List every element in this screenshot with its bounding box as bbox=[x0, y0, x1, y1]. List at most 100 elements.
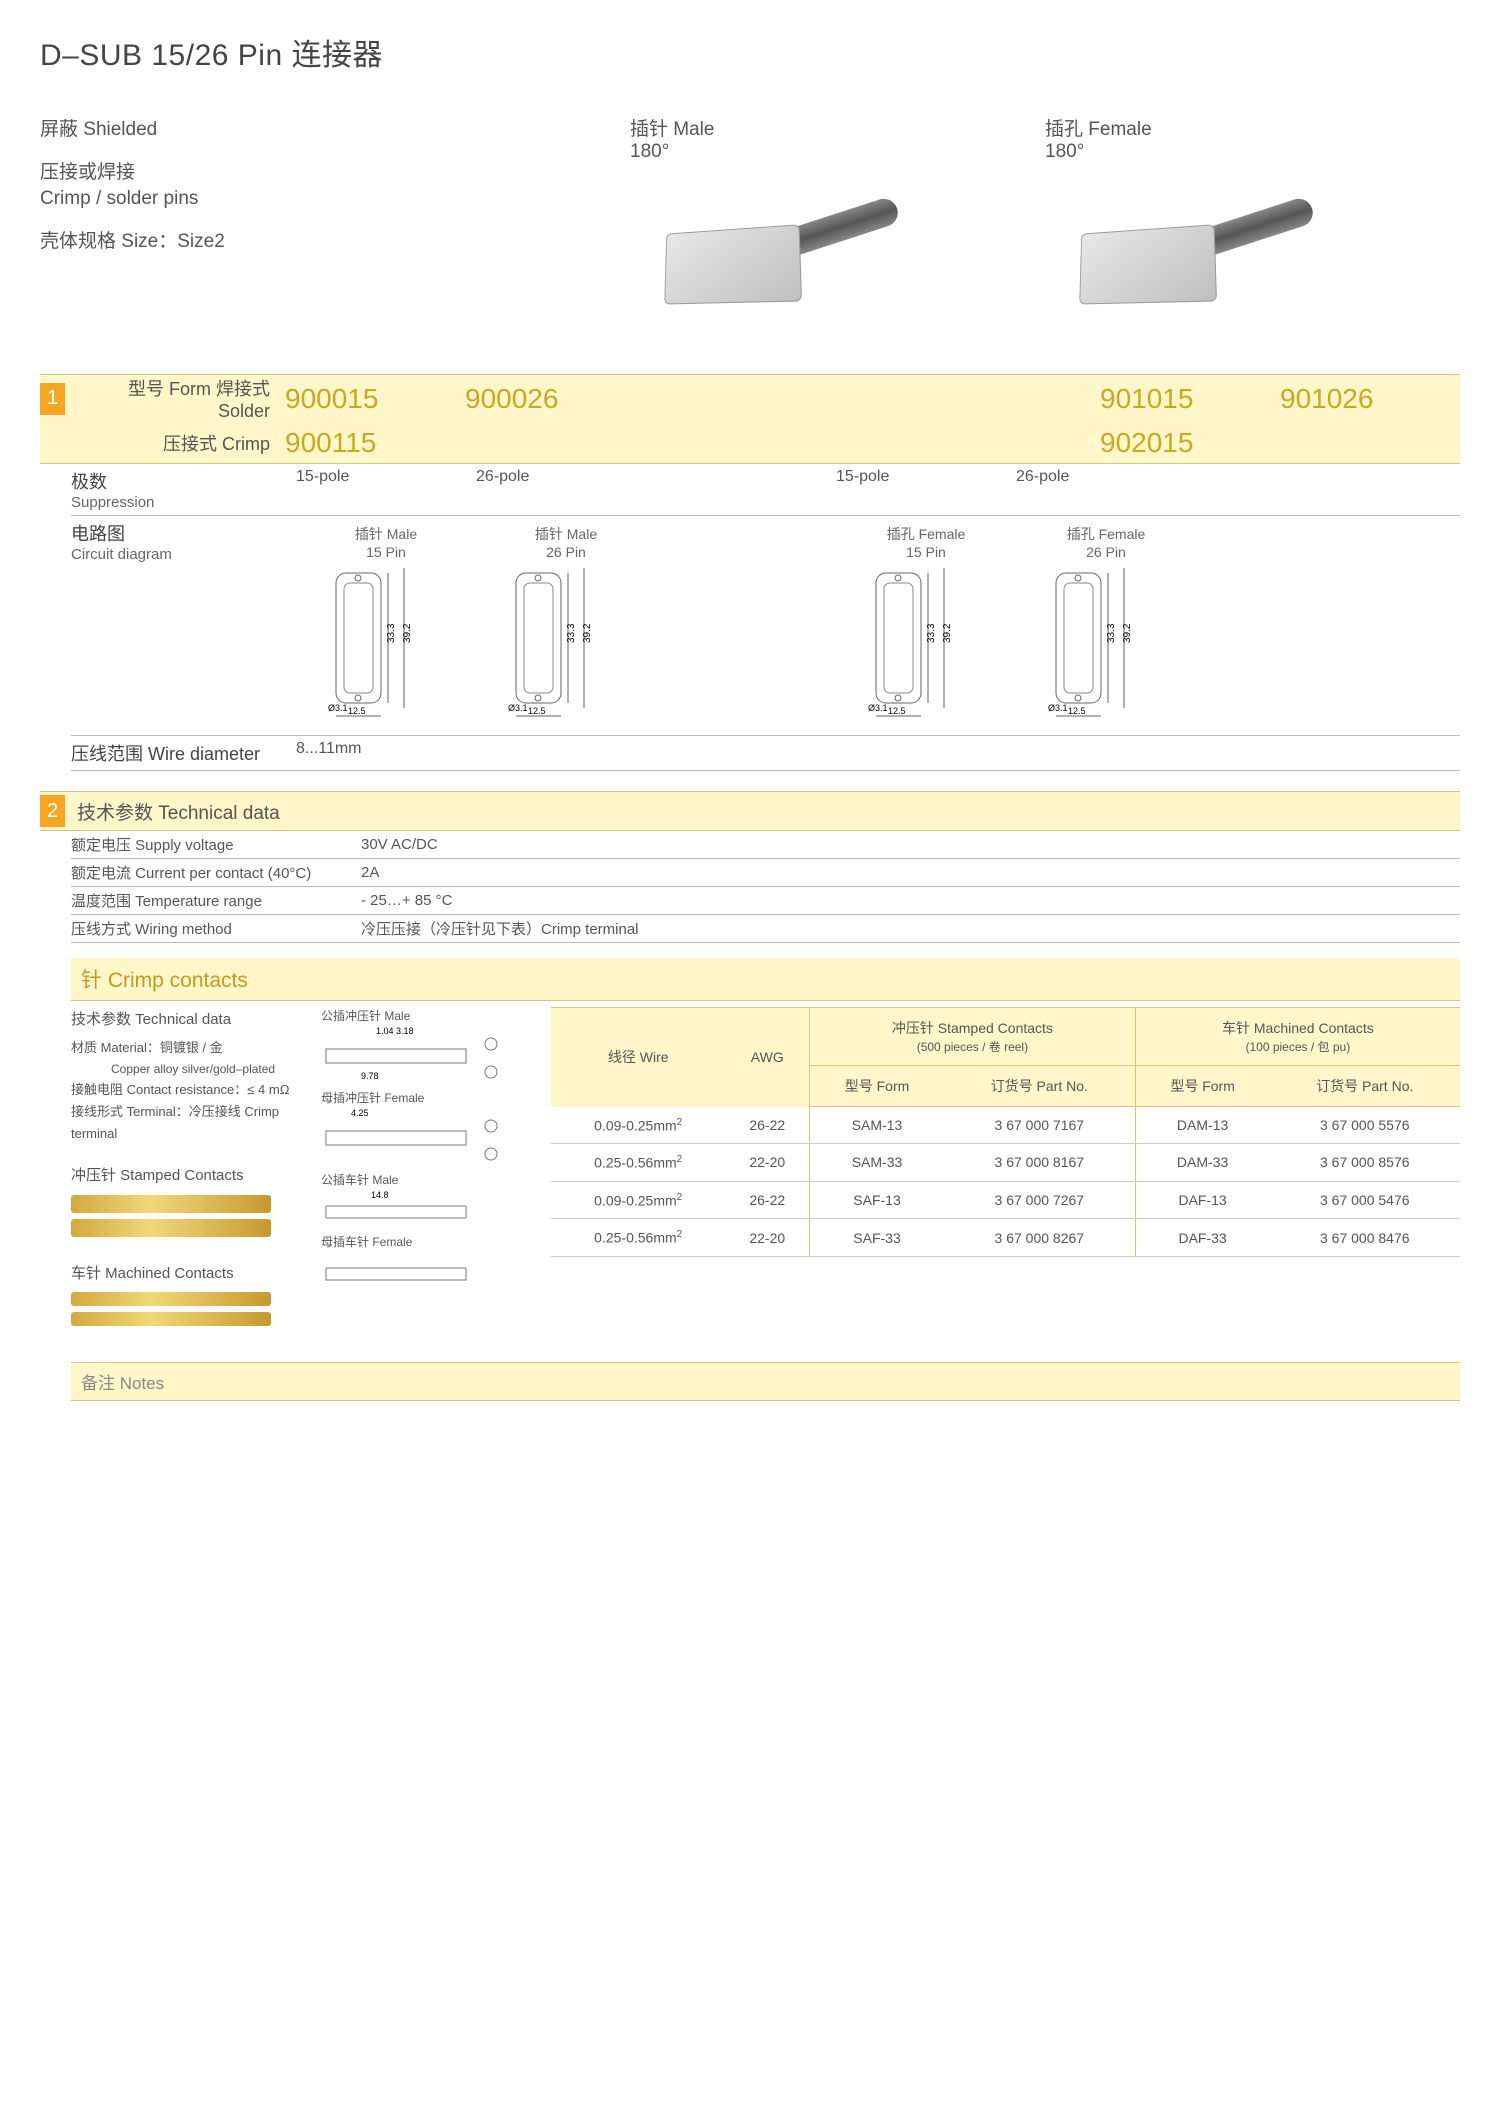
tech-row-1: 额定电流 Current per contact (40°C) 2A bbox=[71, 859, 1460, 887]
th-stamped: 冲压针 Stamped Contacts bbox=[816, 1018, 1129, 1038]
crimp-drawings-column: 公插冲压针 Male 1.04 3.189.78 母插冲压针 Female 4.… bbox=[321, 1007, 541, 1332]
svg-text:Ø3.1: Ø3.1 bbox=[1048, 703, 1068, 713]
cell-wire: 0.25-0.56mm2 bbox=[551, 1219, 725, 1257]
th-stamped-group: 冲压针 Stamped Contacts (500 pieces / 卷 ree… bbox=[810, 1008, 1136, 1066]
circuit-row: 电路图 Circuit diagram 插针 Male 15 Pin 33.3 … bbox=[71, 516, 1460, 736]
crimp-pn-3 bbox=[1280, 441, 1460, 445]
svg-text:12.5: 12.5 bbox=[528, 706, 546, 716]
circuit-diagram-3: 插孔 Female 26 Pin 33.3 39.2 Ø3.1 12.5 bbox=[1016, 520, 1196, 722]
contacts-row: 0.25-0.56mm222-20SAM-333 67 000 8167DAM-… bbox=[551, 1144, 1460, 1182]
svg-text:12.5: 12.5 bbox=[888, 706, 906, 716]
svg-text:14.8: 14.8 bbox=[371, 1190, 389, 1200]
page-title: D–SUB 15/26 Pin 连接器 bbox=[40, 30, 1460, 74]
suppression-2: 15-pole bbox=[836, 468, 1016, 486]
th-partno-2: 订货号 Part No. bbox=[1270, 1066, 1460, 1107]
th-form-2: 型号 Form bbox=[1135, 1066, 1269, 1107]
tech-value-1: 2A bbox=[361, 864, 1460, 881]
tech-label-0: 额定电压 Supply voltage bbox=[71, 834, 361, 855]
stamped-contact-img-1 bbox=[71, 1195, 271, 1213]
th-wire: 线径 Wire bbox=[551, 1008, 725, 1107]
wire-dia-label: 压线范围 Wire diameter bbox=[71, 740, 296, 766]
attr-crimp-en: Crimp / solder pins bbox=[40, 188, 265, 210]
diagram-0-subtitle: 15 Pin bbox=[296, 544, 476, 560]
solder-pn-0: 900015 bbox=[285, 381, 465, 417]
cell-awg: 22-20 bbox=[725, 1219, 809, 1257]
diagram-3-subtitle: 26 Pin bbox=[1016, 544, 1196, 560]
svg-text:Ø3.1: Ø3.1 bbox=[508, 703, 528, 713]
drawing-1-svg: 4.25 bbox=[321, 1106, 521, 1171]
drawing-1-label: 母插冲压针 Female bbox=[321, 1089, 541, 1106]
tech-label-3: 压线方式 Wiring method bbox=[71, 918, 361, 939]
section-2-header: 2 技术参数 Technical data bbox=[40, 791, 1460, 831]
tech-label-1: 额定电流 Current per contact (40°C) bbox=[71, 862, 361, 883]
cell-stamped-partno: 3 67 000 7167 bbox=[944, 1107, 1135, 1144]
cell-machined-partno: 3 67 000 5476 bbox=[1270, 1181, 1460, 1219]
diagram-1-subtitle: 26 Pin bbox=[476, 544, 656, 560]
form-crimp-label: 压接式 Crimp bbox=[163, 430, 270, 456]
cell-wire: 0.25-0.56mm2 bbox=[551, 1144, 725, 1182]
technical-data-table: 额定电压 Supply voltage 30V AC/DC 额定电流 Curre… bbox=[71, 831, 1460, 943]
cell-machined-form: DAM-33 bbox=[1135, 1144, 1269, 1182]
section-2-title: 技术参数 Technical data bbox=[71, 798, 280, 825]
cell-stamped-partno: 3 67 000 8267 bbox=[944, 1219, 1135, 1257]
contacts-row: 0.09-0.25mm226-22SAF-133 67 000 7267DAF-… bbox=[551, 1181, 1460, 1219]
female-angle: 180° bbox=[1045, 141, 1460, 163]
wire-diameter-row: 压线范围 Wire diameter 8...11mm bbox=[71, 736, 1460, 771]
tech-value-3: 冷压压接（冷压针见下表）Crimp terminal bbox=[361, 918, 1460, 939]
svg-text:Ø3.1: Ø3.1 bbox=[868, 703, 888, 713]
cell-awg: 22-20 bbox=[725, 1144, 809, 1182]
male-column: 插针 Male 180° bbox=[630, 114, 1045, 364]
crimp-pn-1 bbox=[465, 441, 645, 445]
tech-value-0: 30V AC/DC bbox=[361, 836, 1460, 853]
th-awg: AWG bbox=[725, 1008, 809, 1107]
crimp-resistance: 接触电阻 Contact resistance：≤ 4 mΩ bbox=[71, 1079, 311, 1101]
tech-row-0: 额定电压 Supply voltage 30V AC/DC bbox=[71, 831, 1460, 859]
drawing-3-svg bbox=[321, 1250, 521, 1295]
diagram-2-svg: 33.3 39.2 Ø3.1 12.5 bbox=[866, 568, 986, 718]
cell-machined-partno: 3 67 000 5576 bbox=[1270, 1107, 1460, 1144]
crimp-tech-title: 技术参数 Technical data bbox=[71, 1007, 311, 1033]
attr-size: 壳体规格 Size：Size2 bbox=[40, 226, 265, 253]
circuit-label-cn: 电路图 bbox=[71, 520, 296, 546]
drawing-0-svg: 1.04 3.189.78 bbox=[321, 1024, 521, 1089]
tech-value-2: - 25…+ 85 °C bbox=[361, 892, 1460, 909]
crimp-terminal: 接线形式 Terminal：冷压接线 Crimp terminal bbox=[71, 1101, 311, 1145]
cell-stamped-form: SAM-33 bbox=[810, 1144, 944, 1182]
machined-contact-img-1 bbox=[71, 1292, 271, 1306]
svg-text:33.3: 33.3 bbox=[926, 623, 937, 643]
cell-stamped-form: SAF-33 bbox=[810, 1219, 944, 1257]
tech-row-2: 温度范围 Temperature range - 25…+ 85 °C bbox=[71, 887, 1460, 915]
suppression-0: 15-pole bbox=[296, 468, 476, 486]
diagram-3-title: 插孔 Female bbox=[1016, 524, 1196, 544]
cell-stamped-form: SAM-13 bbox=[810, 1107, 944, 1144]
cell-awg: 26-22 bbox=[725, 1107, 809, 1144]
diagram-0-svg: 33.3 39.2 Ø3.1 12.5 bbox=[326, 568, 446, 718]
male-label: 插针 Male bbox=[630, 114, 1045, 141]
solder-pn-1: 900026 bbox=[465, 381, 645, 417]
machined-contact-img-2 bbox=[71, 1312, 271, 1326]
crimp-contacts-body: 技术参数 Technical data 材质 Material：铜镀银 / 金 … bbox=[71, 1007, 1460, 1332]
machined-contacts-label: 车针 Machined Contacts bbox=[71, 1261, 311, 1287]
cell-stamped-partno: 3 67 000 8167 bbox=[944, 1144, 1135, 1182]
male-connector-image bbox=[630, 178, 890, 348]
crimp-material: 材质 Material：铜镀银 / 金 bbox=[71, 1037, 311, 1059]
contacts-row: 0.25-0.56mm222-20SAF-333 67 000 8267DAF-… bbox=[551, 1219, 1460, 1257]
diagram-2-title: 插孔 Female bbox=[836, 524, 1016, 544]
th-machined-sub: (100 pieces / 包 pu) bbox=[1142, 1038, 1454, 1055]
cell-stamped-partno: 3 67 000 7267 bbox=[944, 1181, 1135, 1219]
svg-text:4.25: 4.25 bbox=[351, 1108, 369, 1118]
notes-bar: 备注 Notes bbox=[71, 1362, 1460, 1401]
svg-text:12.5: 12.5 bbox=[1068, 706, 1086, 716]
cell-machined-partno: 3 67 000 8576 bbox=[1270, 1144, 1460, 1182]
tech-row-3: 压线方式 Wiring method 冷压压接（冷压针见下表）Crimp ter… bbox=[71, 915, 1460, 943]
th-machined-group: 车针 Machined Contacts (100 pieces / 包 pu) bbox=[1135, 1008, 1460, 1066]
crimp-material-sub: Copper alloy silver/gold–plated bbox=[71, 1059, 311, 1079]
suppression-label-cn: 极数 bbox=[71, 468, 296, 494]
solder-pn-3: 901026 bbox=[1280, 381, 1460, 417]
cell-awg: 26-22 bbox=[725, 1181, 809, 1219]
svg-text:39.2: 39.2 bbox=[942, 623, 953, 643]
suppression-3: 26-pole bbox=[1016, 468, 1196, 486]
tech-label-2: 温度范围 Temperature range bbox=[71, 890, 361, 911]
diagram-2-subtitle: 15 Pin bbox=[836, 544, 1016, 560]
female-column: 插孔 Female 180° bbox=[1045, 114, 1460, 364]
